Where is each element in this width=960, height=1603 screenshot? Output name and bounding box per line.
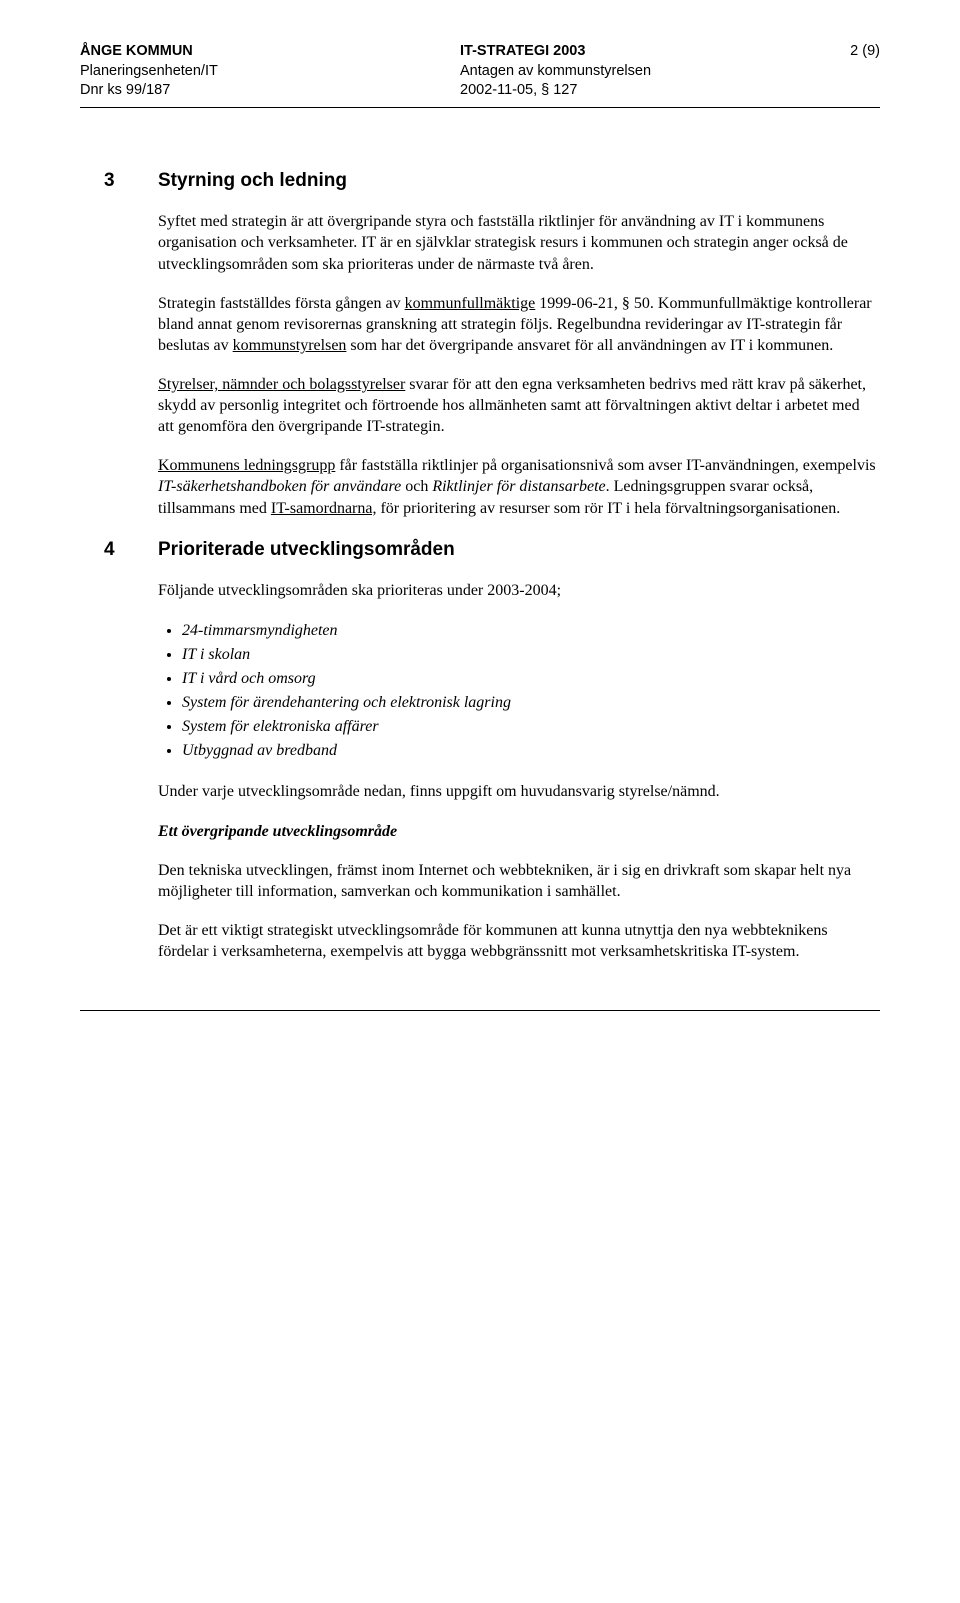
section-4-number: 4: [104, 537, 158, 563]
underline-styrelser: Styrelser, nämnder och bolagsstyrelser: [158, 376, 405, 393]
para-4-6: Det är ett viktigt strategiskt utvecklin…: [158, 920, 876, 962]
underline-it-samordnarna: IT-samordnarna,: [271, 500, 377, 517]
bullet-list: 24-timmarsmyndigheten IT i skolan IT i v…: [158, 619, 876, 763]
header-center: IT-STRATEGI 2003 Antagen av kommunstyrel…: [460, 42, 764, 101]
list-item: 24-timmarsmyndigheten: [182, 619, 876, 643]
para-3-1: Syftet med strategin är att övergripande…: [158, 211, 876, 274]
page-header: ÅNGE KOMMUN Planeringsenheten/IT Dnr ks …: [80, 42, 880, 101]
underline-kommunfullmaktige: kommunfullmäktige: [405, 295, 536, 312]
header-right: 2 (9): [784, 42, 880, 101]
page-number: 2 (9): [784, 42, 880, 62]
list-item: IT i skolan: [182, 643, 876, 667]
section-3-heading: 3 Styrning och ledning: [104, 168, 876, 194]
text: som har det övergripande ansvaret för al…: [346, 337, 833, 354]
list-item: System för elektroniska affärer: [182, 715, 876, 739]
subsection-title: Ett övergripande utvecklingsområde: [158, 821, 876, 842]
section-3-body: Syftet med strategin är att övergripande…: [158, 211, 876, 518]
diary-number: Dnr ks 99/187: [80, 81, 440, 101]
italic-handbok: IT-säkerhetshandboken för användare: [158, 478, 401, 495]
section-3-title: Styrning och ledning: [158, 168, 347, 194]
text: Strategin fastställdes första gången av: [158, 295, 405, 312]
section-4-body: Följande utvecklingsområden ska priorite…: [158, 580, 876, 962]
text: får fastställa riktlinjer på organisatio…: [335, 457, 875, 474]
italic-riktlinjer: Riktlinjer för distansarbete: [432, 478, 605, 495]
para-4-5: Den tekniska utvecklingen, främst inom I…: [158, 860, 876, 902]
para-4-intro: Följande utvecklingsområden ska priorite…: [158, 580, 876, 601]
org-name: ÅNGE KOMMUN: [80, 42, 440, 62]
dept-name: Planeringsenheten/IT: [80, 62, 440, 82]
list-item: IT i vård och omsorg: [182, 667, 876, 691]
para-3-4: Kommunens ledningsgrupp får fastställa r…: [158, 455, 876, 518]
section-3-number: 3: [104, 168, 158, 194]
para-3-3: Styrelser, nämnder och bolagsstyrelser s…: [158, 374, 876, 437]
content-body: 3 Styrning och ledning Syftet med strate…: [104, 168, 876, 962]
underline-kommunstyrelsen: kommunstyrelsen: [233, 337, 347, 354]
header-left: ÅNGE KOMMUN Planeringsenheten/IT Dnr ks …: [80, 42, 440, 101]
para-4-after-list: Under varje utvecklingsområde nedan, fin…: [158, 781, 876, 802]
para-3-2: Strategin fastställdes första gången av …: [158, 293, 876, 356]
subsection-title-text: Ett övergripande utvecklingsområde: [158, 823, 397, 840]
doc-title: IT-STRATEGI 2003: [460, 42, 764, 62]
section-4-heading: 4 Prioriterade utvecklingsområden: [104, 537, 876, 563]
list-item: Utbyggnad av bredband: [182, 739, 876, 763]
underline-ledningsgrupp: Kommunens ledningsgrupp: [158, 457, 335, 474]
page: ÅNGE KOMMUN Planeringsenheten/IT Dnr ks …: [0, 0, 960, 1603]
text: för prioritering av resurser som rör IT …: [376, 500, 840, 517]
adopted-by: Antagen av kommunstyrelsen: [460, 62, 764, 82]
section-4-title: Prioriterade utvecklingsområden: [158, 537, 455, 563]
list-item: System för ärendehantering och elektroni…: [182, 691, 876, 715]
footer-rule: [80, 1010, 880, 1011]
header-rule: [80, 107, 880, 108]
adoption-date: 2002-11-05, § 127: [460, 81, 764, 101]
text: och: [401, 478, 432, 495]
